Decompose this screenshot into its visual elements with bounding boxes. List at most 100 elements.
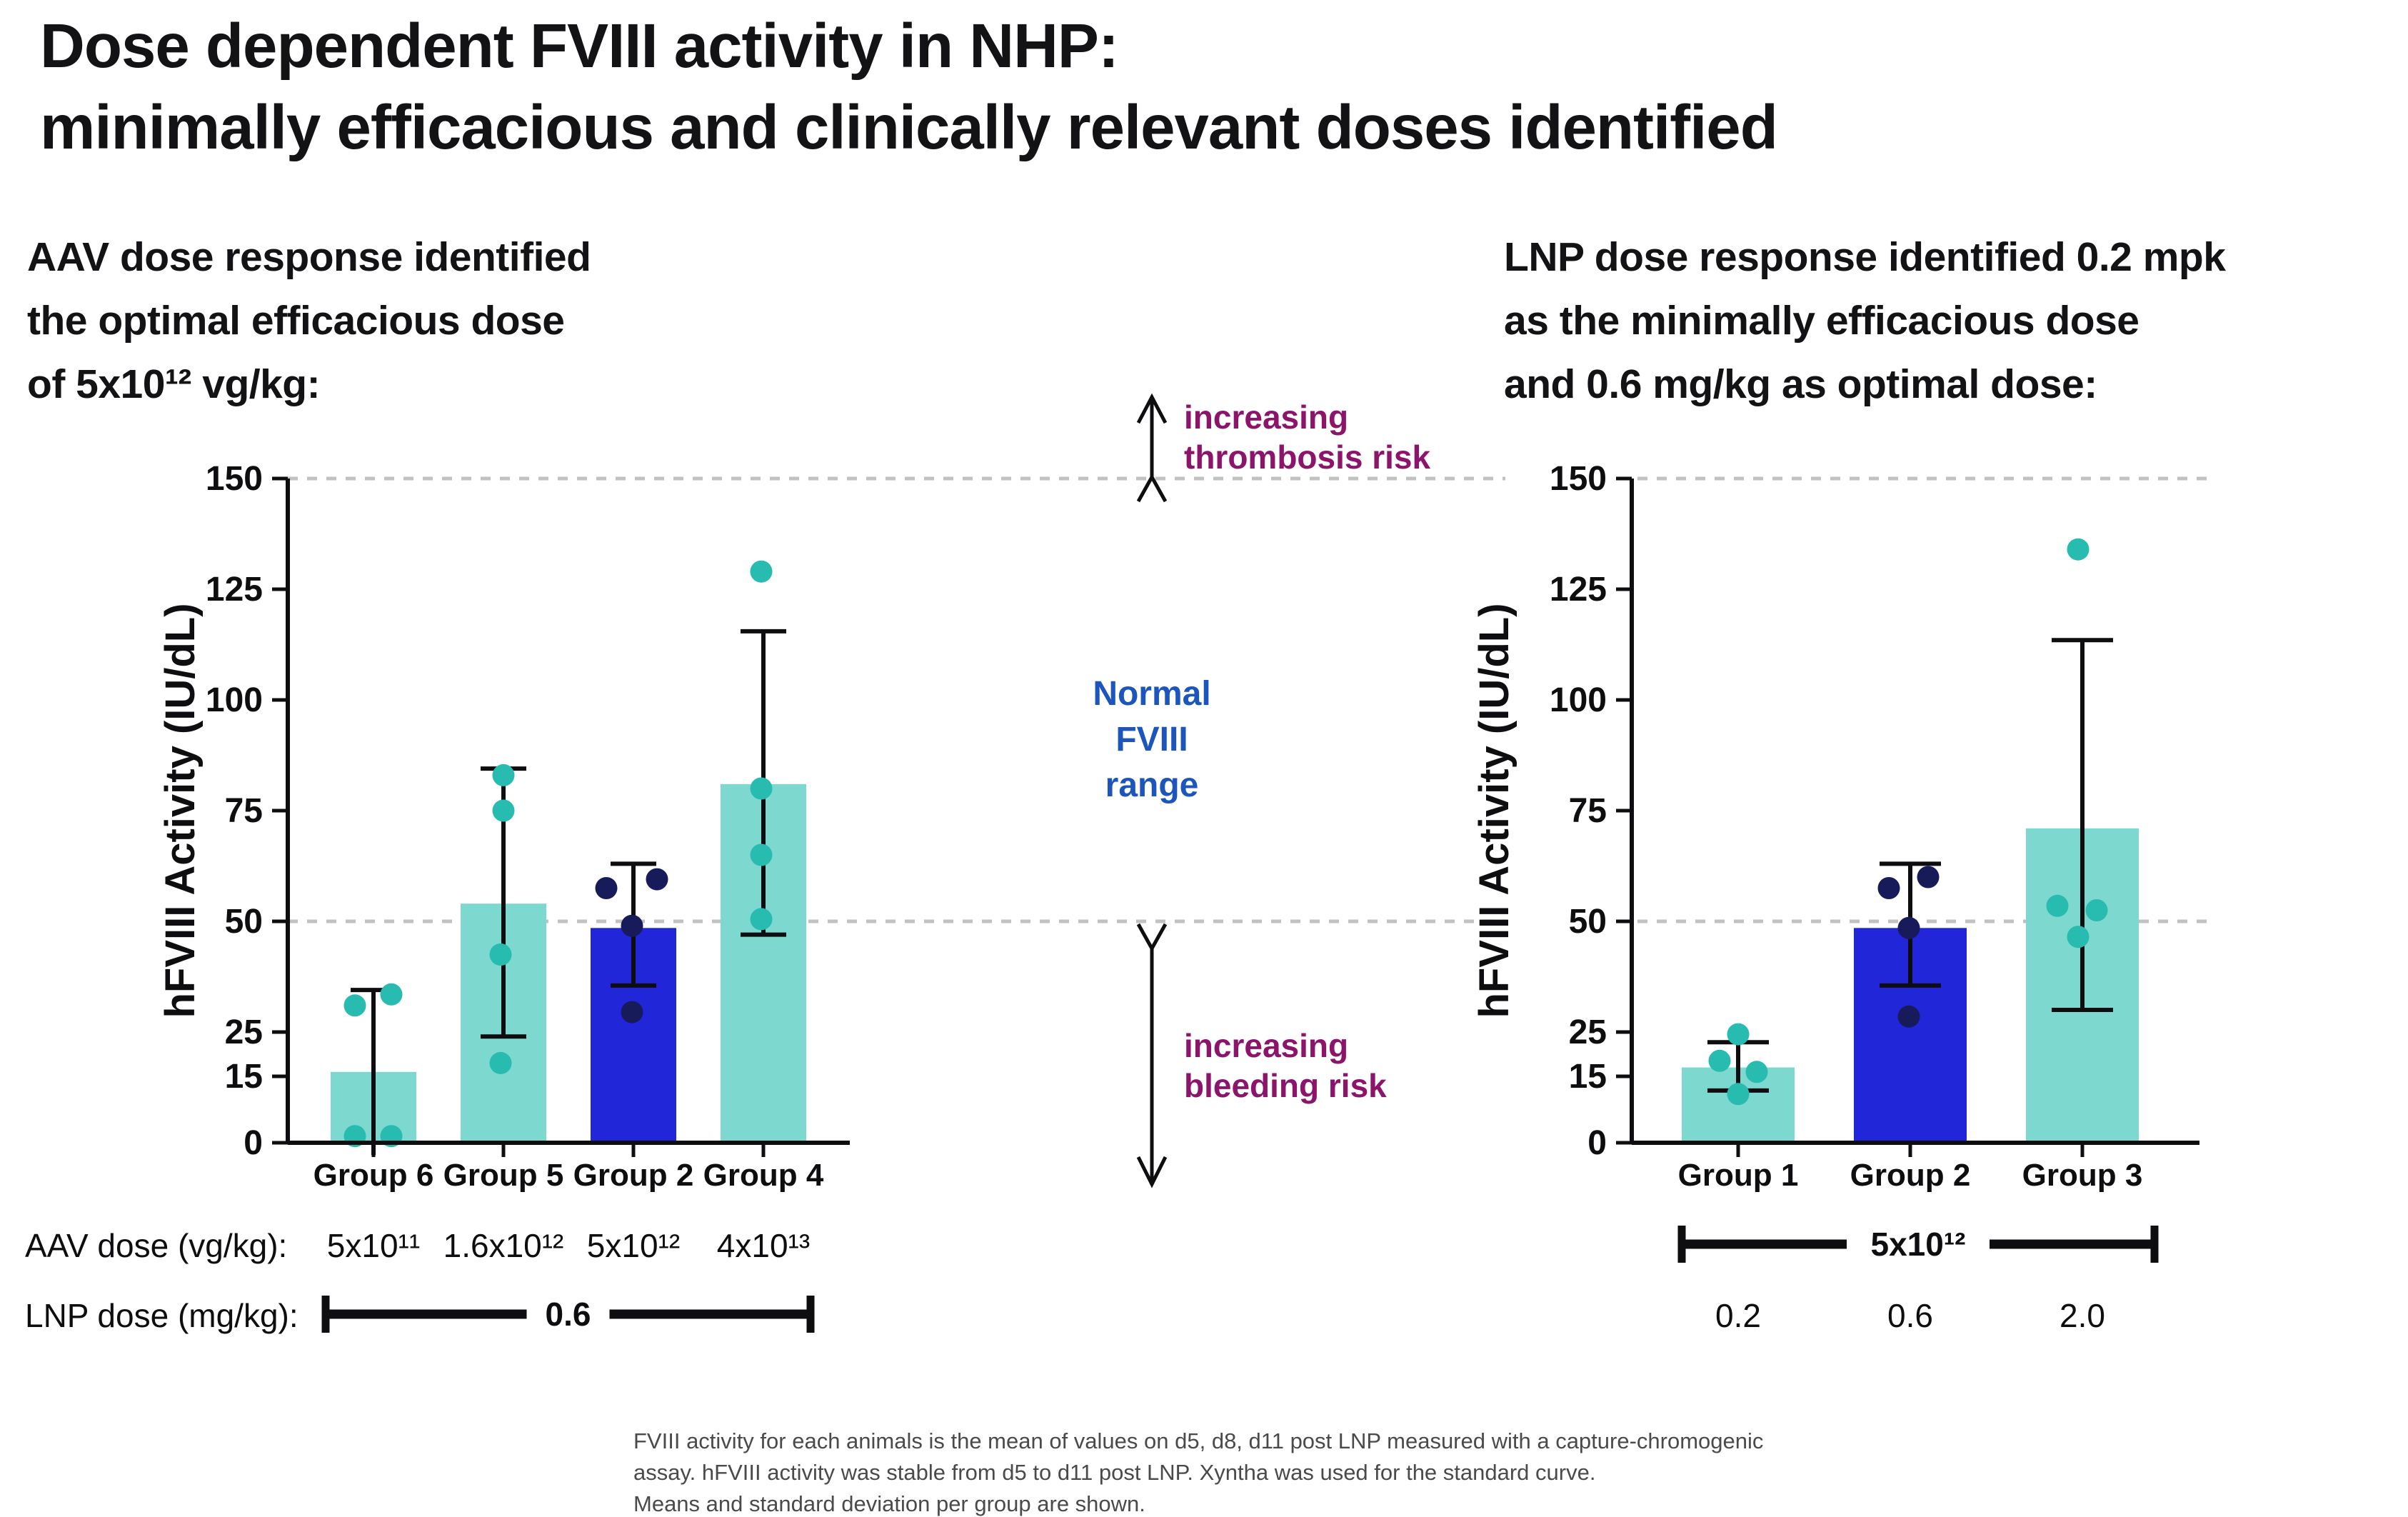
- dose-row-aav-dose-vg-kg-: AAV dose (vg/kg): 5x10¹¹ 1.6x10¹² 5x10¹² 4x1…: [25, 1227, 810, 1264]
- data-point-group-4: [750, 843, 773, 866]
- arrow-top-chevron: [1136, 923, 1168, 953]
- normal-fviii-range-label: Normal FVIII range: [1052, 671, 1252, 808]
- data-point-group-2: [646, 868, 668, 891]
- data-point-group-2: [1897, 916, 1920, 939]
- normal-range-line-3: range: [1105, 766, 1199, 804]
- dose-value-group-2: 5x10¹²: [587, 1227, 680, 1264]
- y-tick-label-150: 150: [206, 460, 263, 498]
- arrow-head-down: [1136, 1156, 1168, 1188]
- thrombosis-risk-label: increasing thrombosis risk: [1184, 397, 1430, 477]
- category-label-group-2: Group 2: [573, 1158, 694, 1193]
- bleeding-risk-label: increasing bleeding risk: [1184, 1026, 1387, 1106]
- dose-value-group-5: 1.6x10¹²: [443, 1227, 564, 1264]
- tick-label-halo: [1505, 1121, 1614, 1163]
- page-title: Dose dependent FVIII activity in NHP: mi…: [40, 6, 1778, 169]
- data-point-group-5: [492, 763, 515, 786]
- aav-subtitle-line-2: the optimal efficacious dose: [27, 298, 565, 344]
- dose-value-group-2: 0.6: [1887, 1297, 1933, 1334]
- category-label-group-5: Group 5: [443, 1158, 564, 1193]
- data-point-group-1: [1745, 1061, 1768, 1083]
- dashed-gridlines: [288, 476, 2214, 923]
- tick-label-halo: [1505, 1055, 1614, 1096]
- category-label-group-3: Group 3: [2022, 1158, 2143, 1193]
- footnote-line-1: FVIII activity for each animals is the m…: [633, 1428, 1764, 1453]
- aav-chart-subtitle: AAV dose response identified the optimal…: [27, 226, 591, 416]
- tick-label-halo: [1505, 900, 1614, 941]
- data-point-group-2: [1917, 866, 1940, 888]
- footnote-line-3: Means and standard deviation per group a…: [633, 1491, 1145, 1516]
- lnp-subtitle-line-3: and 0.6 mg/kg as optimal dose:: [1504, 361, 2097, 407]
- dose-row-label: LNP dose (mg/kg):: [25, 1297, 299, 1334]
- dose-value-group-3: 2.0: [2060, 1297, 2105, 1334]
- bleeding-arrow-icon: [1136, 923, 1168, 1188]
- y-tick-label-125: 125: [1550, 571, 1607, 609]
- data-point-group-6: [343, 994, 366, 1017]
- bleeding-risk-line-2: bleeding risk: [1184, 1067, 1387, 1104]
- y-tick-label-75: 75: [1569, 792, 1607, 830]
- category-label-group-1: Group 1: [1678, 1158, 1799, 1193]
- arrow-base-chevron: [1136, 473, 1168, 503]
- y-axis-title: hFVIII Activity (IU/dL): [157, 603, 204, 1018]
- data-point-group-2: [621, 1001, 643, 1023]
- data-point-group-2: [621, 914, 643, 937]
- normal-range-line-2: FVIII: [1115, 721, 1188, 758]
- y-tick-label-150: 150: [1550, 460, 1607, 498]
- footnote-line-2: assay. hFVIII activity was stable from d…: [633, 1460, 1596, 1485]
- data-point-group-1: [1708, 1049, 1731, 1072]
- bracket-label: 5x10¹²: [1871, 1226, 1966, 1263]
- tick-label-halo: [1505, 679, 1614, 720]
- y-axis-title: hFVIII Activity (IU/dL): [1471, 603, 1517, 1018]
- data-point-group-3: [2046, 894, 2069, 917]
- data-point-group-2: [595, 877, 618, 899]
- bracket-label: 0.6: [546, 1296, 591, 1333]
- dose-row-bracket: 5x10¹²: [1677, 1226, 2159, 1263]
- y-tick-label-0: 0: [1587, 1124, 1607, 1162]
- thrombosis-arrow-icon: [1136, 393, 1168, 503]
- aav-subtitle-line-1: AAV dose response identified: [27, 234, 591, 280]
- dose-row-label: AAV dose (vg/kg):: [25, 1227, 287, 1264]
- data-point-group-2: [1877, 877, 1900, 899]
- y-tick-label-100: 100: [1550, 681, 1607, 719]
- tick-label-halo: [1505, 1011, 1614, 1052]
- data-point-group-3: [2067, 926, 2090, 948]
- dose-value-group-4: 4x10¹³: [717, 1227, 810, 1264]
- category-label-group-6: Group 6: [313, 1158, 434, 1193]
- dose-row-lnp-dose-mg-kg-: LNP dose (mg/kg): 0.6: [25, 1296, 815, 1334]
- y-tick-label-75: 75: [225, 792, 263, 830]
- data-point-group-5: [489, 1051, 512, 1074]
- y-tick-label-100: 100: [206, 681, 263, 719]
- footnote: FVIII activity for each animals is the m…: [633, 1426, 1763, 1517]
- category-label-group-2: Group 2: [1850, 1158, 1971, 1193]
- aav-bar-chart: 0 15 25 50 75 100 125 150 Group 6 Group 5 Group 2 G…: [25, 460, 850, 1334]
- lnp-chart-subtitle: LNP dose response identified 0.2 mpk as …: [1504, 226, 2226, 416]
- normal-range-line-1: Normal: [1093, 675, 1211, 713]
- lnp-subtitle-line-1: LNP dose response identified 0.2 mpk: [1504, 234, 2226, 280]
- lnp-subtitle-line-2: as the minimally efficacious dose: [1504, 298, 2139, 344]
- bleeding-risk-line-1: increasing: [1184, 1027, 1349, 1064]
- tick-label-halo: [1505, 457, 1614, 499]
- y-tick-label-50: 50: [1569, 903, 1607, 941]
- thrombosis-risk-line-2: thrombosis risk: [1184, 439, 1431, 476]
- error-bar-group-3: [2052, 638, 2113, 1012]
- category-label-group-4: Group 4: [703, 1158, 824, 1193]
- data-point-group-6: [380, 983, 403, 1006]
- y-tick-label-15: 15: [225, 1058, 263, 1096]
- y-tick-label-125: 125: [206, 571, 263, 609]
- data-point-group-4: [750, 908, 773, 931]
- thrombosis-risk-line-1: increasing: [1184, 399, 1349, 436]
- y-tick-label-15: 15: [1569, 1058, 1607, 1096]
- data-point-group-1: [1727, 1083, 1750, 1106]
- dose-value-group-1: 0.2: [1715, 1297, 1761, 1334]
- data-point-group-1: [1727, 1023, 1750, 1046]
- data-point-group-4: [750, 560, 773, 583]
- y-tick-label-25: 25: [1569, 1013, 1607, 1051]
- data-point-group-2: [1897, 1005, 1920, 1028]
- y-tick-label-25: 25: [225, 1013, 263, 1051]
- page-title-line-2: minimally efficacious and clinically rel…: [40, 93, 1778, 162]
- y-tick-label-50: 50: [225, 903, 263, 941]
- dose-row-values: 0.2 0.6 2.0: [1715, 1297, 2105, 1334]
- page-title-line-1: Dose dependent FVIII activity in NHP:: [40, 11, 1119, 81]
- data-point-group-3: [2085, 899, 2108, 921]
